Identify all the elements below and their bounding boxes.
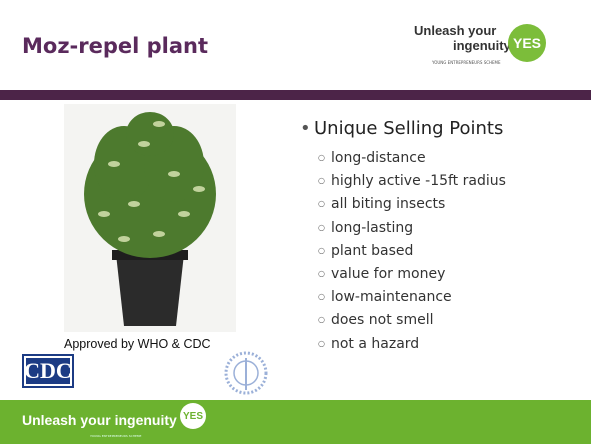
bullet-heading: Unique Selling Points — [314, 118, 503, 139]
logo-text: ingenuity — [453, 38, 511, 53]
cdc-logo: CDC — [22, 354, 74, 388]
bullet-item: plant based — [318, 239, 506, 262]
slide-title: Moz-repel plant — [22, 34, 208, 58]
logo-badge: YES — [508, 24, 546, 62]
bullet-item: low-maintenance — [318, 285, 506, 308]
who-emblem — [222, 350, 270, 396]
logo-text: Unleash your — [414, 23, 496, 38]
bullet-item: long-lasting — [318, 216, 506, 239]
slide: Moz-repel plant Unleash your ingenuity Y… — [0, 0, 591, 444]
bullet-item: value for money — [318, 262, 506, 285]
footer-scheme: YOUNG ENTREPRENEURS SCHEME — [90, 434, 141, 438]
footer: Unleash your ingenuity YES YOUNG ENTREPR… — [0, 400, 591, 444]
footer-badge: YES — [180, 403, 206, 429]
bullet-item: long-distance — [318, 146, 506, 169]
bullet-item: not a hazard — [318, 332, 506, 355]
bullet-item: highly active -15ft radius — [318, 169, 506, 192]
image-caption: Approved by WHO & CDC — [64, 337, 211, 351]
logo-scheme: YOUNG ENTREPRENEURS SCHEME — [432, 60, 501, 65]
bullet-list: long-distancehighly active -15ft radiusa… — [318, 146, 506, 355]
bullet-item: all biting insects — [318, 192, 506, 215]
plant-image — [64, 104, 236, 332]
bullet-item: does not smell — [318, 308, 506, 331]
header-band — [0, 90, 591, 100]
footer-text: Unleash your ingenuity — [22, 412, 177, 428]
